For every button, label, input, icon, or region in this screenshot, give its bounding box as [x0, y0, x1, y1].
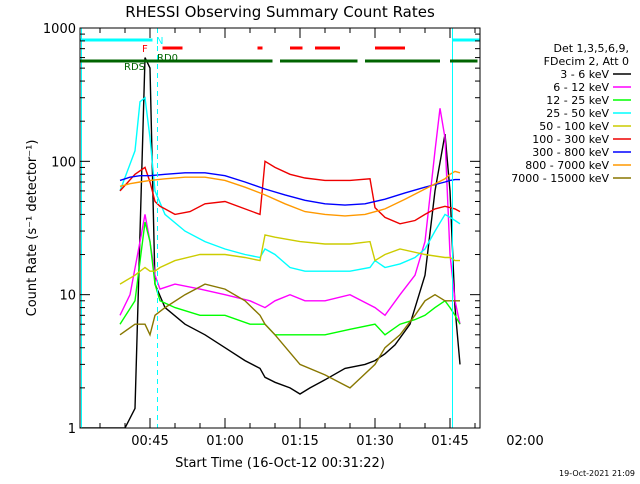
x-tick-label: 01:00: [206, 434, 243, 449]
legend-label: 300 - 800 keV: [532, 146, 609, 159]
flag-label-0: N: [156, 36, 163, 47]
flag-label-3: RDS: [124, 62, 145, 73]
series-line-5: [119, 160, 461, 225]
legend-label: 50 - 100 keV: [539, 120, 609, 133]
x-tick-label: 00:45: [131, 434, 168, 449]
series-line-4: [119, 234, 460, 285]
y-tick-label: 1000: [43, 22, 76, 37]
legend-header-line: Det 1,3,5,6,9,: [553, 42, 629, 55]
legend-label: 3 - 6 keV: [560, 68, 609, 81]
plot-frame: [79, 27, 481, 429]
series-line-0: [80, 57, 461, 428]
series-line-2: [119, 221, 461, 336]
legend-label: 800 - 7000 keV: [525, 159, 609, 172]
flag-label-2: RD0: [157, 53, 178, 64]
y-tick-label: 1: [68, 422, 76, 437]
legend-header-line: FDecim 2, Att 0: [544, 55, 629, 68]
legend-label: 12 - 25 keV: [546, 94, 609, 107]
legend-label: 7000 - 15000 keV: [511, 172, 609, 185]
flag-label-1: F: [142, 44, 148, 55]
legend-label: 6 - 12 keV: [553, 81, 609, 94]
x-tick-label: 02:00: [506, 434, 543, 449]
series-line-3: [119, 96, 461, 272]
timestamp: 19-Oct-2021 21:09: [559, 469, 635, 478]
x-tick-label: 01:30: [356, 434, 393, 449]
series-line-7: [119, 170, 461, 217]
x-tick-label: 01:45: [431, 434, 468, 449]
y-axis-label: Count Rate (s⁻¹ detector⁻¹): [25, 140, 40, 317]
legend-label: 100 - 300 keV: [532, 133, 609, 146]
x-tick-label: 01:15: [281, 434, 318, 449]
legend-label: 25 - 50 keV: [546, 107, 609, 120]
y-tick-label: 10: [59, 289, 76, 304]
series-line-8: [119, 283, 460, 389]
x-axis-label: Start Time (16-Oct-12 00:31:22): [175, 456, 385, 471]
y-tick-label: 100: [51, 155, 76, 170]
chart-title: RHESSI Observing Summary Count Rates: [125, 3, 435, 21]
